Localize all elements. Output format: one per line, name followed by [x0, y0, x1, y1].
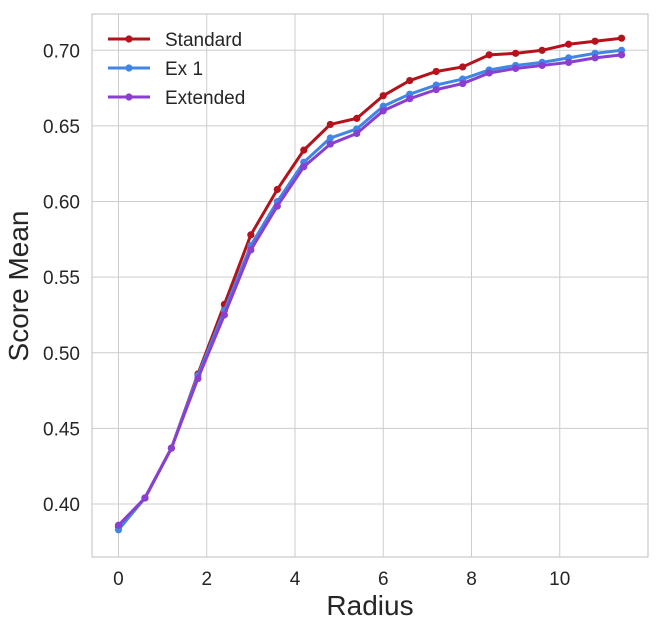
- legend-label-standard: Standard: [165, 30, 242, 51]
- data-point-standard: [538, 46, 546, 54]
- data-point-extended: [406, 95, 414, 103]
- data-point-extended: [564, 58, 573, 67]
- data-point-standard: [247, 231, 255, 239]
- grid: [92, 14, 648, 557]
- x-tick-label: 0: [113, 569, 124, 590]
- legend-item-standard: Standard: [108, 30, 242, 51]
- y-tick-label: 0.50: [43, 344, 80, 365]
- y-tick-label: 0.55: [43, 268, 80, 289]
- data-point-extended: [141, 494, 149, 502]
- legend-label-ex-1: Ex 1: [165, 59, 203, 80]
- data-point-extended: [167, 444, 176, 452]
- data-point-extended: [379, 107, 387, 115]
- x-axis-label: Radius: [326, 590, 413, 621]
- data-point-extended: [485, 69, 493, 77]
- y-tick-labels: 0.40 0.45 0.50 0.55 0.60 0.65 0.70: [43, 41, 80, 516]
- data-point-standard: [353, 114, 361, 122]
- series-layer: [114, 34, 626, 534]
- legend-marker-ex-1: [125, 64, 133, 72]
- data-point-extended: [247, 246, 255, 254]
- data-point-extended: [512, 64, 520, 73]
- data-point-extended: [353, 129, 361, 138]
- x-tick-label: 6: [378, 569, 389, 590]
- x-tick-label: 10: [549, 569, 570, 590]
- data-point-standard: [326, 120, 334, 129]
- data-point-standard: [432, 67, 440, 76]
- data-point-standard: [591, 37, 599, 45]
- data-point-extended: [220, 311, 228, 319]
- y-tick-label: 0.45: [43, 419, 80, 440]
- series-line-extended: [116, 53, 624, 527]
- data-point-standard: [564, 40, 573, 48]
- plot-area: [91, 13, 649, 558]
- x-tick-label: 4: [290, 569, 301, 590]
- data-point-extended: [617, 51, 626, 59]
- data-point-extended: [432, 86, 440, 94]
- data-point-extended: [114, 521, 123, 529]
- data-point-standard: [379, 92, 387, 100]
- data-point-extended: [273, 202, 281, 210]
- legend-marker-extended: [125, 93, 133, 101]
- data-point-ex-1: [326, 134, 334, 142]
- x-tick-label: 8: [466, 569, 477, 590]
- legend-item-extended: Extended: [108, 88, 245, 109]
- data-point-standard: [406, 76, 414, 85]
- data-point-standard: [485, 51, 493, 59]
- legend-label-extended: Extended: [165, 88, 245, 109]
- legend: Standard Ex 1 Extended: [108, 30, 245, 109]
- data-point-extended: [538, 61, 546, 70]
- x-tick-labels: 0 2 4 6 8 10: [113, 569, 570, 590]
- data-point-extended: [300, 163, 308, 171]
- data-point-standard: [617, 34, 626, 42]
- y-tick-label: 0.40: [43, 495, 80, 516]
- data-point-standard: [273, 185, 281, 194]
- x-tick-label: 2: [201, 569, 212, 590]
- data-point-standard: [459, 63, 467, 71]
- legend-item-ex-1: Ex 1: [108, 59, 203, 80]
- data-point-extended: [591, 54, 599, 62]
- y-tick-label: 0.65: [43, 117, 80, 138]
- data-point-extended: [194, 374, 202, 383]
- data-point-extended: [459, 79, 467, 88]
- legend-marker-standard: [125, 35, 133, 43]
- data-point-standard: [300, 146, 308, 154]
- y-tick-label: 0.60: [43, 193, 80, 214]
- data-point-extended: [326, 140, 334, 148]
- y-tick-label: 0.70: [43, 41, 80, 62]
- data-point-standard: [512, 49, 520, 57]
- y-axis-label: Score Mean: [3, 211, 34, 362]
- series-extended: [114, 51, 626, 529]
